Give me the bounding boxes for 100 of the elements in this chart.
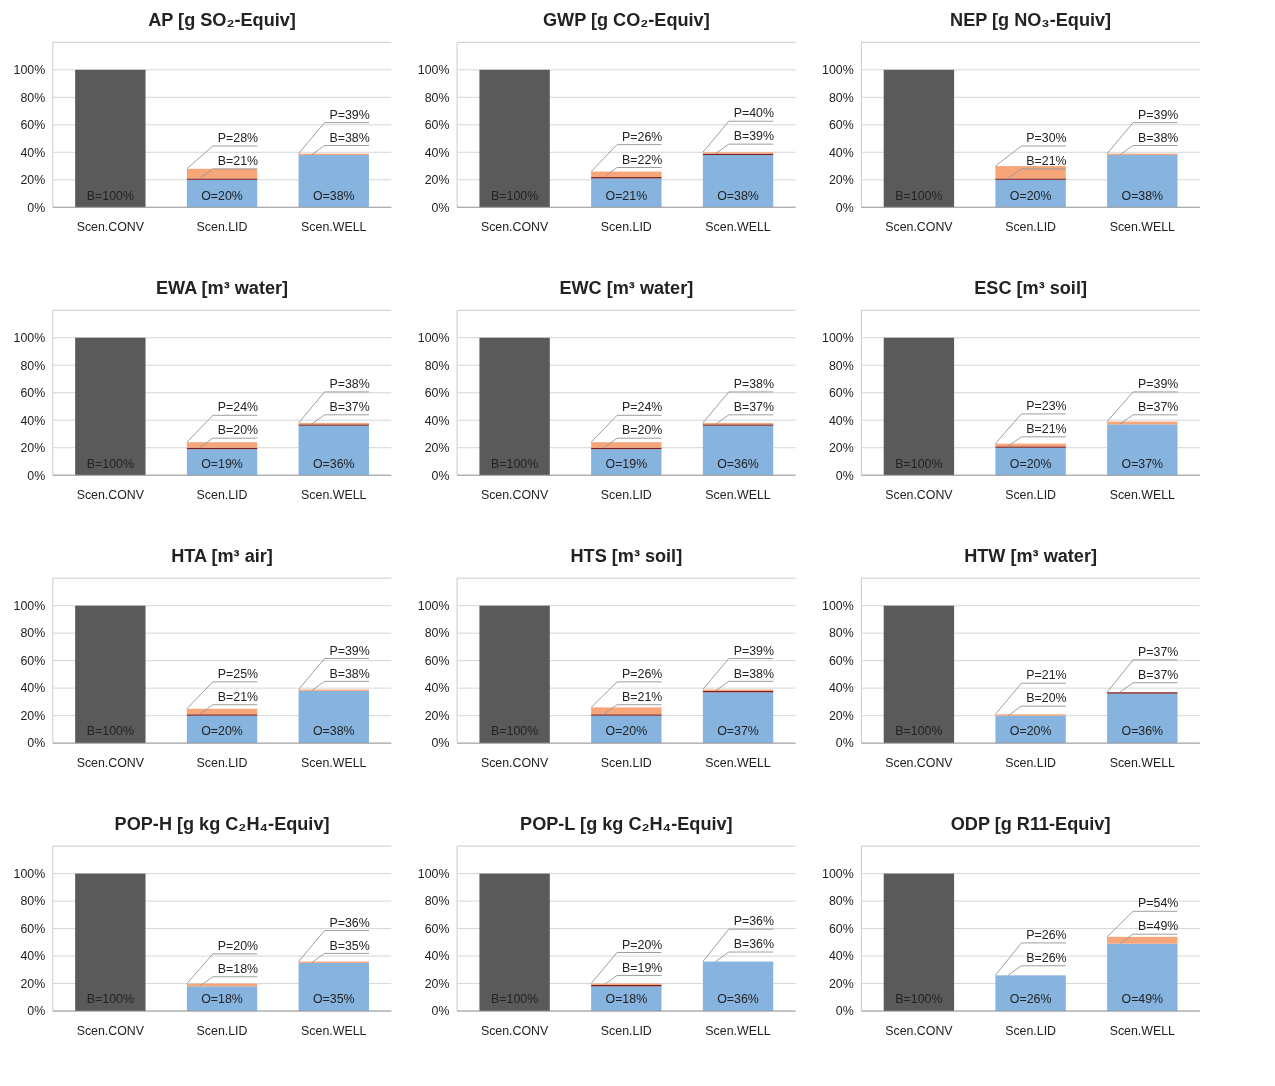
y-tick-label: 100% [417,331,450,346]
x-tick-label: Scen.LID [1005,1023,1057,1038]
x-tick-label: Scen.CONV [76,220,145,235]
data-label: O=38% [717,188,759,203]
data-label: O=35% [312,992,355,1007]
y-tick-label: 20% [828,173,854,188]
bar [186,442,258,448]
bar [75,69,146,208]
data-label: O=36% [312,456,355,471]
data-label: O=19% [201,456,243,471]
y-tick-label: 80% [20,894,46,909]
x-tick-label: Scen.CONV [480,220,550,235]
data-label: O=20% [1009,724,1052,739]
x-tick-label: Scen.LID [600,220,652,235]
x-tick-label: Scen.WELL [1109,755,1176,770]
y-tick-label: 100% [417,63,450,78]
data-label: O=20% [201,724,243,739]
data-label: O=38% [1121,188,1164,203]
annotation: B=21% [1026,154,1067,169]
x-tick-label: Scen.LID [196,488,248,503]
annotation: B=21% [217,689,259,704]
y-tick-label: 80% [20,626,46,641]
bar [479,337,550,476]
y-tick-label: 0% [27,1004,46,1019]
data-label: O=20% [201,188,243,203]
data-label: B=100% [86,992,134,1007]
y-tick-label: 100% [822,866,854,881]
x-tick-label: Scen.LID [600,755,652,770]
y-tick-label: 100% [13,63,46,78]
y-tick-label: 60% [424,654,450,668]
chart-title: EWC [m³ water] [559,278,694,299]
annotation: B=21% [622,689,663,704]
annotation: P=38% [329,377,370,392]
y-tick-label: 80% [424,894,450,909]
annotation: P=54% [1138,896,1179,911]
bar [1107,943,1178,1012]
x-tick-label: Scen.CONV [76,488,145,503]
data-label: B=100% [86,456,134,471]
y-tick-label: 20% [20,976,46,991]
y-tick-label: 100% [13,331,46,346]
x-tick-label: Scen.LID [196,1023,248,1038]
annotation: B=37% [733,400,775,414]
x-tick-label: Scen.CONV [885,488,954,503]
annotation: P=21% [1026,668,1067,683]
x-tick-label: Scen.WELL [1109,1023,1176,1038]
y-tick-label: 40% [424,681,450,696]
data-label: B=100% [491,188,539,203]
annotation: P=36% [329,915,370,930]
chart-title: ODP [g R11-Equiv] [950,813,1111,834]
y-tick-label: 20% [20,173,46,188]
annotation: B=37% [1138,667,1179,682]
annotation: B=38% [329,666,370,681]
bar [1107,693,1178,744]
x-tick-label: Scen.WELL [301,220,367,235]
y-tick-label: 40% [20,145,46,160]
y-tick-label: 0% [27,468,46,483]
y-tick-label: 20% [828,976,854,991]
y-tick-label: 60% [828,118,854,133]
data-label: O=38% [312,724,355,739]
chart-title: POP-L [g kg C₂H₄-Equiv] [520,813,733,834]
x-tick-label: Scen.CONV [885,755,954,770]
annotation: B=49% [1138,919,1179,934]
x-tick-label: Scen.LID [1005,488,1057,503]
annotation: P=26% [1026,928,1067,943]
x-tick-label: Scen.CONV [480,488,550,503]
chart-title: AP [g SO₂-Equiv] [148,10,296,31]
x-tick-label: Scen.WELL [301,755,367,770]
data-label: B=100% [895,188,943,203]
annotation: P=39% [733,643,775,658]
annotation: B=22% [622,152,663,167]
x-tick-label: Scen.CONV [480,755,550,770]
x-tick-label: Scen.WELL [705,220,771,235]
y-tick-label: 60% [828,921,854,936]
annotation: P=37% [1138,645,1179,660]
y-tick-label: 60% [828,386,854,401]
x-tick-label: Scen.WELL [301,1023,367,1038]
bar [1107,155,1178,208]
data-label: O=26% [1009,992,1052,1007]
y-tick-label: 80% [424,626,450,641]
y-tick-label: 0% [27,200,46,215]
chart-title: GWP [g CO₂-Equiv] [543,10,710,31]
annotation: B=37% [329,400,370,414]
annotation: P=20% [622,937,663,952]
bar [1107,424,1178,476]
y-tick-label: 20% [828,441,854,456]
bar [298,962,369,1012]
annotation: P=24% [622,400,663,415]
annotation: B=20% [1026,691,1067,706]
y-tick-label: 100% [822,63,854,78]
data-label: O=18% [201,992,243,1007]
annotation: P=23% [1026,399,1067,414]
y-tick-label: 100% [822,599,854,614]
data-label: O=21% [605,188,648,203]
x-tick-label: Scen.CONV [480,1023,550,1038]
data-label: B=100% [491,456,539,471]
y-tick-label: 80% [424,358,450,373]
x-tick-label: Scen.WELL [1109,220,1176,235]
annotation: P=26% [622,667,663,682]
annotation: P=24% [217,400,259,415]
data-label: O=49% [1121,992,1164,1007]
